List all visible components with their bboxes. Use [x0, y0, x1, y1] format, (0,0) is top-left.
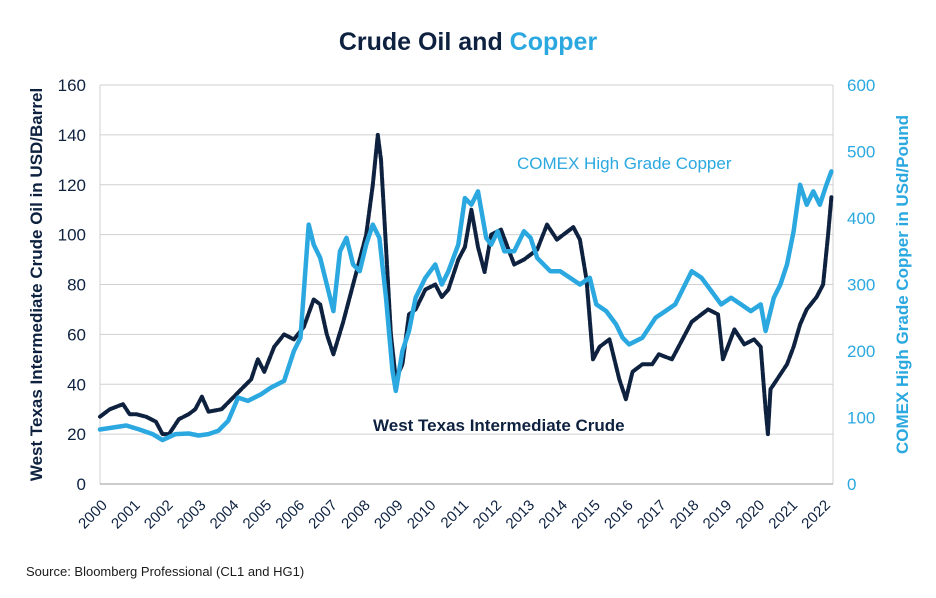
y2-tick-label: 100 [847, 409, 875, 428]
chart-title: Crude Oil and Copper [0, 28, 936, 57]
y-tick-label: 140 [58, 126, 86, 145]
source-note: Source: Bloomberg Professional (CL1 and … [26, 564, 305, 579]
y2-tick-label: 600 [847, 76, 875, 95]
x-tick-label: 2016 [601, 497, 637, 533]
title-part-copper: Copper [509, 28, 598, 56]
title-part-oil: Crude Oil and [338, 28, 503, 56]
x-tick-label: 2002 [141, 497, 177, 533]
x-tick-label: 2005 [240, 497, 276, 533]
x-tick-label: 2008 [338, 497, 374, 533]
x-tick-label: 2007 [305, 497, 341, 533]
x-tick-label: 2018 [667, 497, 703, 533]
y-tick-label: 40 [67, 375, 86, 394]
y-tick-label: 0 [77, 475, 86, 494]
x-tick-label: 2022 [798, 497, 834, 533]
y-axis-title: West Texas Intermediate Crude Oil in USD… [27, 88, 46, 481]
x-tick-label: 2009 [371, 497, 407, 533]
x-tick-label: 2003 [174, 497, 210, 533]
x-tick-label: 2014 [535, 497, 571, 533]
series-line-oil [98, 132, 834, 437]
y-tick-label: 100 [58, 226, 86, 245]
x-tick-label: 2020 [733, 497, 769, 533]
x-tick-label: 2019 [700, 497, 736, 533]
y-tick-label: 20 [67, 425, 86, 444]
y2-axis-title: COMEX High Grade Copper in USd/Pound [893, 115, 912, 454]
x-tick-label: 2006 [272, 497, 308, 533]
x-tick-label: 2021 [765, 497, 801, 533]
x-tick-label: 2017 [634, 497, 670, 533]
x-tick-label: 2004 [207, 497, 243, 533]
x-tick-label: 2000 [75, 497, 111, 533]
y2-tick-label: 0 [847, 475, 856, 494]
annotation-oil: West Texas Intermediate Crude [373, 416, 625, 435]
x-tick-label: 2012 [470, 497, 506, 533]
x-tick-label: 2001 [108, 497, 144, 533]
y-tick-label: 80 [67, 276, 86, 295]
y2-tick-label: 300 [847, 276, 875, 295]
y-tick-label: 160 [58, 76, 86, 95]
y2-tick-label: 500 [847, 143, 875, 162]
y-tick-label: 60 [67, 325, 86, 344]
annotation-copper: COMEX High Grade Copper [517, 154, 732, 173]
series-line-copper [97, 169, 834, 443]
x-tick-label: 2011 [438, 497, 473, 532]
x-tick-label: 2010 [404, 497, 440, 533]
x-tick-label: 2013 [503, 497, 539, 533]
y-tick-label: 120 [58, 176, 86, 195]
x-tick-label: 2015 [568, 497, 604, 533]
y2-tick-label: 400 [847, 209, 875, 228]
y2-tick-label: 200 [847, 342, 875, 361]
